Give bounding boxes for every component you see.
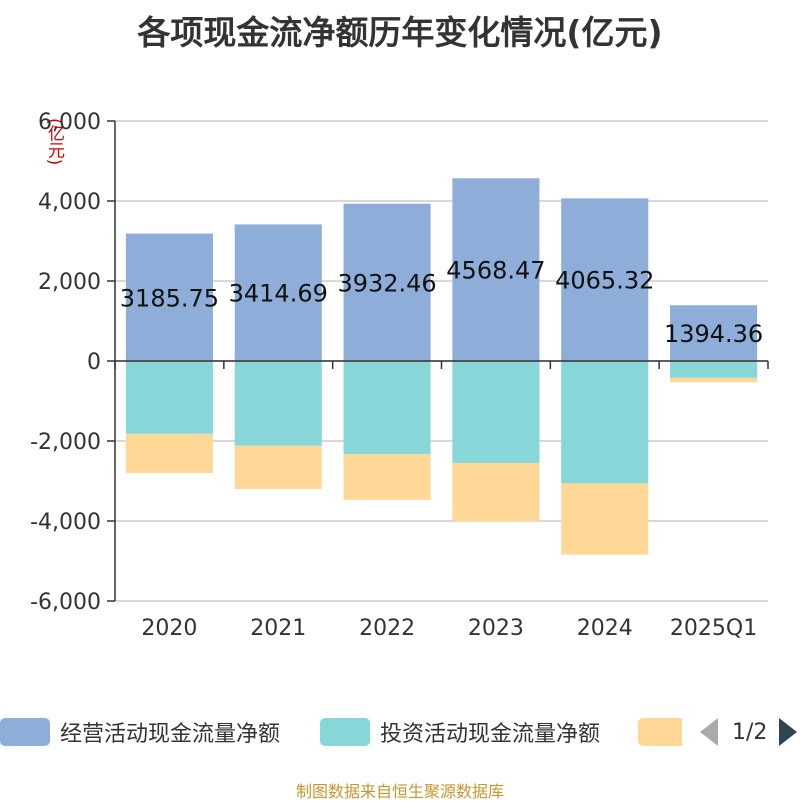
x-category-label: 2022 <box>359 616 415 641</box>
y-tick-label: -4,000 <box>30 510 101 535</box>
x-category-label: 2023 <box>468 616 524 641</box>
x-category-label: 2025Q1 <box>670 616 757 641</box>
legend-swatch-operating <box>0 718 50 746</box>
legend-page-indicator: 1/2 <box>732 719 768 745</box>
y-tick-label: 6,000 <box>38 110 101 135</box>
y-axis-label: (亿元) <box>44 118 64 166</box>
y-tick-label: -6,000 <box>30 590 101 615</box>
bar-series2 <box>670 361 758 378</box>
bar-series3 <box>670 377 758 383</box>
bar-series2 <box>343 361 431 455</box>
data-label: 4065.32 <box>555 267 654 295</box>
stacked-bar-chart: 6,000 4,000 2,000 0 -2,000 -4,000 -6,000 3185.7… <box>30 110 769 641</box>
bar-series2 <box>234 361 322 446</box>
y-tick-label: 2,000 <box>38 270 101 295</box>
bar-series3 <box>343 454 431 500</box>
bar-series2 <box>125 361 213 434</box>
bar-series2 <box>452 361 540 463</box>
bar-series1 <box>343 203 431 361</box>
data-label: 3414.69 <box>229 280 328 308</box>
bar-series1 <box>125 233 213 361</box>
legend-item-operating[interactable]: 经营活动现金流量净额 <box>0 712 280 752</box>
x-category-label: 2021 <box>250 616 306 641</box>
bar-series3 <box>452 463 540 522</box>
legend-item-third[interactable] <box>638 712 682 752</box>
bar-series1 <box>452 178 540 361</box>
chart-title: 各项现金流净额历年变化情况(亿元) <box>137 13 663 52</box>
legend-swatch-third <box>638 718 682 746</box>
next-page-arrow-icon[interactable] <box>779 718 798 746</box>
data-label: 3932.46 <box>337 269 436 297</box>
legend-pager: 1/2 <box>700 712 798 752</box>
legend-label-investing: 投资活动现金流量净额 <box>380 722 601 747</box>
prev-page-arrow-icon[interactable] <box>700 718 718 746</box>
bar-series1 <box>561 198 649 361</box>
x-category-label: 2024 <box>577 616 633 641</box>
bar-series3 <box>125 433 213 473</box>
legend-label-operating: 经营活动现金流量净额 <box>60 722 281 747</box>
y-tick-label: 4,000 <box>38 190 101 215</box>
legend: 经营活动现金流量净额 投资活动现金流量净额 1/2 <box>0 712 800 752</box>
data-label: 3185.75 <box>120 284 219 312</box>
legend-item-investing[interactable]: 投资活动现金流量净额 <box>320 712 600 752</box>
data-label: 1394.36 <box>664 320 763 348</box>
bar-series3 <box>234 445 322 489</box>
bar-series1 <box>670 305 758 361</box>
bar-series2 <box>561 361 649 484</box>
legend-swatch-investing <box>320 718 370 746</box>
bar-series1 <box>234 224 322 361</box>
data-label: 4568.47 <box>446 257 545 285</box>
data-source-note: 制图数据来自恒生聚源数据库 <box>295 782 504 801</box>
y-tick-label: -2,000 <box>30 430 101 455</box>
bar-series3 <box>561 483 649 555</box>
y-tick-label: 0 <box>87 350 101 375</box>
x-category-label: 2020 <box>141 616 197 641</box>
